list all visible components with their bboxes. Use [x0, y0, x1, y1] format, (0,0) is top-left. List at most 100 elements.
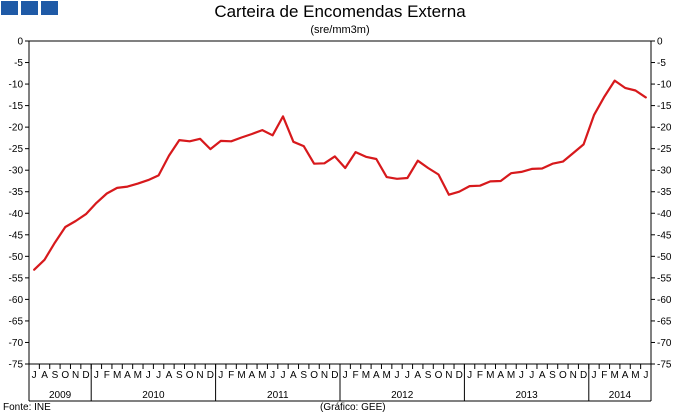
x-year-label: 2012 — [391, 390, 414, 401]
x-month-label: D — [82, 370, 89, 381]
x-month-label: S — [176, 370, 183, 381]
y-tick-label-right: -10 — [657, 80, 672, 91]
x-month-label: F — [477, 370, 483, 381]
x-month-label: D — [456, 370, 463, 381]
y-tick-label-right: -50 — [657, 252, 672, 263]
y-tick-label-right: -55 — [657, 273, 672, 284]
x-month-label: M — [258, 370, 266, 381]
y-tick-label-left: -35 — [9, 187, 24, 198]
x-month-label: S — [425, 370, 432, 381]
x-year-label: 2009 — [49, 390, 72, 401]
y-tick-label-left: -40 — [9, 209, 24, 220]
x-year-label: 2011 — [267, 390, 289, 401]
x-month-label: F — [104, 370, 110, 381]
y-tick-label-right: -25 — [657, 144, 672, 155]
y-tick-label-left: -70 — [9, 338, 24, 349]
x-month-label: J — [280, 370, 285, 381]
y-tick-label-right: -60 — [657, 295, 672, 306]
y-tick-label-left: -5 — [14, 58, 23, 69]
x-month-label: D — [207, 370, 214, 381]
x-month-label: M — [362, 370, 370, 381]
x-month-label: J — [467, 370, 472, 381]
logo-block — [41, 1, 58, 15]
y-tick-label-left: -30 — [9, 166, 24, 177]
x-month-label: F — [352, 370, 358, 381]
x-month-label: J — [32, 370, 37, 381]
plot-frame — [28, 40, 652, 365]
x-month-label: J — [519, 370, 524, 381]
x-month-label: D — [331, 370, 338, 381]
y-tick-label-left: -15 — [9, 101, 24, 112]
x-month-label: M — [237, 370, 245, 381]
x-month-label: F — [228, 370, 234, 381]
x-month-label: O — [61, 370, 69, 381]
x-month-label: M — [382, 370, 390, 381]
y-tick-label-right: -5 — [657, 58, 666, 69]
x-month-label: N — [196, 370, 203, 381]
x-year-label: 2014 — [609, 390, 632, 401]
y-tick-label-right: -65 — [657, 316, 672, 327]
x-month-label: A — [539, 370, 546, 381]
y-tick-label-right: -15 — [657, 101, 672, 112]
x-month-label: J — [591, 370, 596, 381]
credit-note: (Gráfico: GEE) — [320, 402, 386, 413]
x-month-label: A — [41, 370, 48, 381]
y-tick-label-left: -20 — [9, 123, 24, 134]
x-month-label: M — [486, 370, 494, 381]
x-month-label: J — [156, 370, 161, 381]
x-month-label: N — [72, 370, 79, 381]
x-month-label: O — [435, 370, 443, 381]
y-tick-label-left: -65 — [9, 316, 24, 327]
x-month-label: N — [445, 370, 452, 381]
series-line — [33, 79, 647, 271]
x-month-label: J — [270, 370, 275, 381]
x-month-label: O — [310, 370, 318, 381]
x-year-label: 2013 — [515, 390, 538, 401]
x-month-label: F — [601, 370, 607, 381]
gee-logo — [1, 1, 58, 15]
x-month-label: J — [643, 370, 648, 381]
x-month-label: A — [497, 370, 504, 381]
x-month-label: J — [218, 370, 223, 381]
y-tick-label-right: -30 — [657, 166, 672, 177]
y-tick-label-left: -45 — [9, 230, 24, 241]
x-month-label: S — [300, 370, 307, 381]
y-tick-label-right: -40 — [657, 209, 672, 220]
x-year-label: 2010 — [142, 390, 165, 401]
x-month-label: M — [134, 370, 142, 381]
x-month-label: M — [631, 370, 639, 381]
y-tick-label-left: 0 — [17, 37, 23, 48]
x-month-label: A — [622, 370, 629, 381]
y-tick-label-left: -75 — [9, 360, 24, 371]
y-tick-label-right: -20 — [657, 123, 672, 134]
x-month-label: J — [343, 370, 348, 381]
x-month-label: A — [124, 370, 131, 381]
source-note: Fonte: INE — [3, 402, 51, 413]
y-tick-label-left: -50 — [9, 252, 24, 263]
x-month-label: S — [52, 370, 59, 381]
x-month-label: A — [249, 370, 256, 381]
x-month-label: J — [146, 370, 151, 381]
y-tick-label-right: -75 — [657, 360, 672, 371]
x-month-label: J — [395, 370, 400, 381]
y-tick-label-right: -70 — [657, 338, 672, 349]
chart-subtitle: (sre/mm3m) — [310, 24, 370, 36]
chart-title: Carteira de Encomendas Externa — [214, 2, 466, 21]
y-tick-label-left: -55 — [9, 273, 24, 284]
x-month-label: M — [507, 370, 515, 381]
x-month-label: A — [414, 370, 421, 381]
x-month-label: J — [405, 370, 410, 381]
x-month-label: S — [549, 370, 556, 381]
x-month-label: J — [94, 370, 99, 381]
y-tick-label-right: -45 — [657, 230, 672, 241]
x-month-label: O — [559, 370, 567, 381]
y-tick-label-left: -25 — [9, 144, 24, 155]
y-tick-label-left: -60 — [9, 295, 24, 306]
x-month-label: O — [186, 370, 194, 381]
x-month-label: M — [113, 370, 121, 381]
logo-block — [21, 1, 38, 15]
x-month-label: D — [580, 370, 587, 381]
y-tick-label-right: -35 — [657, 187, 672, 198]
y-tick-label-left: -10 — [9, 80, 24, 91]
